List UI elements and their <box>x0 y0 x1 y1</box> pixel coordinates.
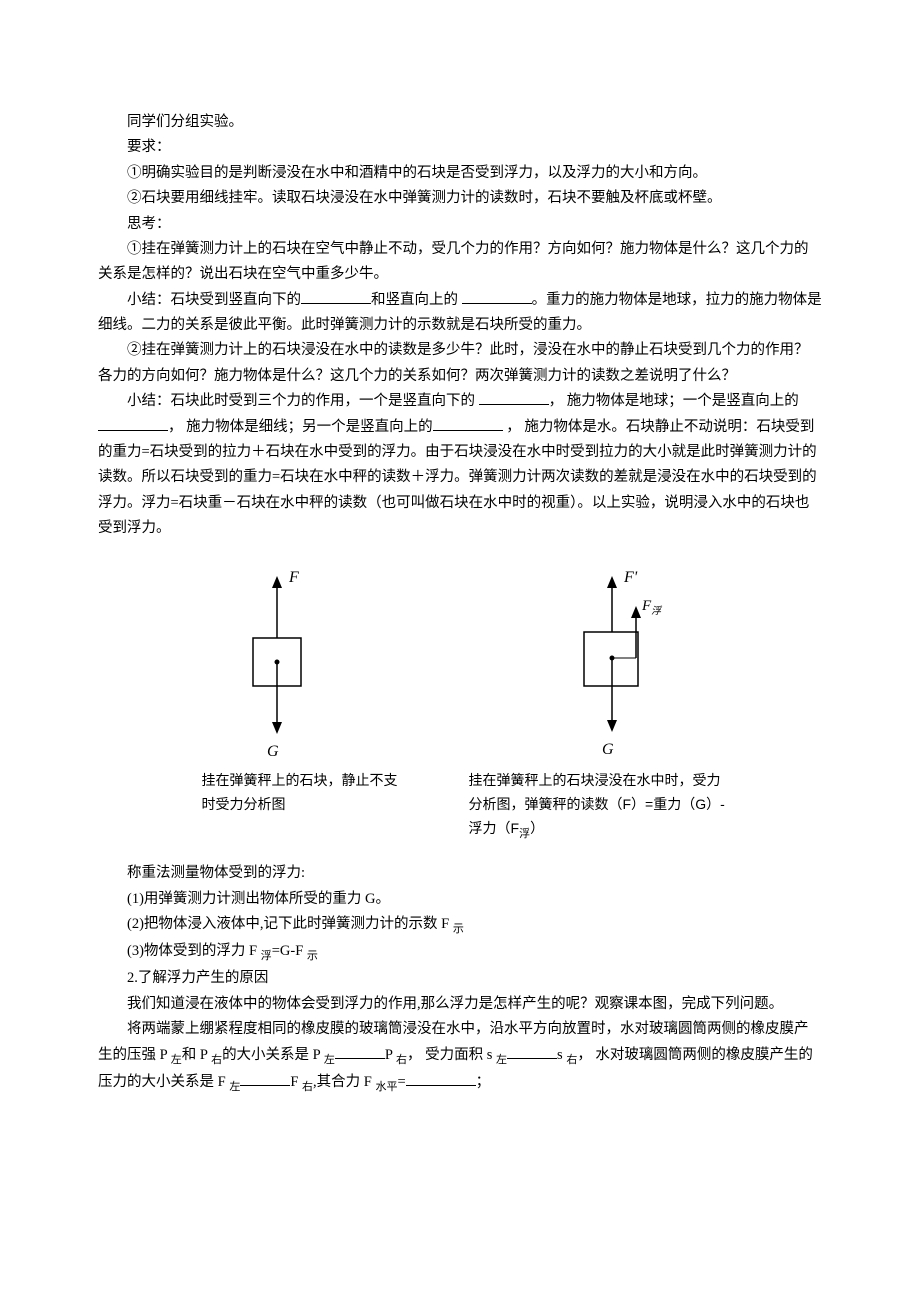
text: 和 P <box>182 1047 211 1063</box>
sub-right: 右 <box>396 1054 407 1066</box>
text: ， 施力物体是地球；一个是竖直向上的 <box>549 393 799 409</box>
text: (2)把物体浸入液体中,记下此时弹簧测力计的示数 F <box>127 916 453 932</box>
para-step-2: (2)把物体浸入液体中,记下此时弹簧测力计的示数 F 示 <box>98 912 822 939</box>
blank-3 <box>479 391 549 406</box>
force-diagram-air: F G <box>217 566 337 761</box>
text: (3)物体受到的浮力 F <box>127 943 261 959</box>
para-think-1: ①挂在弹簧测力计上的石块在空气中静止不动，受几个力的作用？方向如何？施力物体是什… <box>98 237 822 288</box>
para-step-3: (3)物体受到的浮力 F 浮=G-F 示 <box>98 939 822 966</box>
para-experiment-intro: 同学们分组实验。 <box>98 110 822 135</box>
sub-right: 右 <box>211 1054 222 1066</box>
text: 的大小关系是 P <box>222 1047 324 1063</box>
text: 小结：石块受到竖直向下的 <box>127 292 301 308</box>
sub-left: 左 <box>171 1054 182 1066</box>
caption-right: 挂在弹簧秤上的石块浸没在水中时，受力 分析图，弹簧秤的读数（F）=重力（G）- … <box>469 769 769 843</box>
para-req-1: ①明确实验目的是判断浸没在水中和酒精中的石块是否受到浮力，以及浮力的大小和方向。 <box>98 161 822 186</box>
text: ,其合力 F <box>313 1074 375 1090</box>
sub-right: 右 <box>302 1081 313 1093</box>
sub-left: 左 <box>496 1054 507 1066</box>
text: ， 施力物体是水。石块静止不动说明：石块受到的重力=石块受到的拉力＋石块在水中受… <box>98 419 817 537</box>
para-buoyancy-cause: 我们知道浸在液体中的物体会受到浮力的作用,那么浮力是怎样产生的呢？观察课本图，完… <box>98 992 822 1017</box>
blank-8 <box>240 1071 290 1086</box>
force-diagrams-row: F G 挂在弹簧秤上的石块，静止不支时受力分析图 F' F浮 G 挂 <box>98 566 822 843</box>
para-think-label: 思考： <box>98 212 822 237</box>
text: 和竖直向上的 <box>371 292 462 308</box>
blank-6 <box>335 1044 385 1059</box>
para-requirements-label: 要求： <box>98 135 822 160</box>
arrow-up-small-icon <box>631 606 641 618</box>
para-think-2: ②挂在弹簧测力计上的石块浸没在水中的读数是多少牛？此时，浸没在水中的静止石块受到… <box>98 338 822 389</box>
sub-horiz: 水平 <box>375 1081 397 1093</box>
subscript: 示 <box>453 923 464 935</box>
blank-9 <box>406 1071 476 1086</box>
force-diagram-water: F' F浮 G <box>544 566 694 761</box>
subscript: 浮 <box>261 950 272 962</box>
blank-4 <box>98 416 168 431</box>
arrow-down-icon <box>607 720 617 732</box>
text: ； <box>476 1074 491 1090</box>
sub-right: 右 <box>566 1054 577 1066</box>
para-section-2: 2.了解浮力产生的原因 <box>98 966 822 991</box>
text: = <box>397 1074 405 1090</box>
caption-line-1: 挂在弹簧秤上的石块浸没在水中时，受力 <box>469 772 721 788</box>
arrow-up-icon <box>272 576 282 588</box>
label-G: G <box>602 741 614 758</box>
blank-5 <box>433 416 503 431</box>
blank-2 <box>462 289 532 304</box>
caption-sub: 浮 <box>519 828 530 840</box>
label-G: G <box>267 743 279 760</box>
label-F-buoy: F浮 <box>641 598 663 617</box>
para-glass-tube: 将两端蒙上绷紧程度相同的橡皮膜的玻璃筒浸没在水中，沿水平方向放置时，水对玻璃圆筒… <box>98 1017 822 1097</box>
text: ， 受力面积 s <box>407 1047 496 1063</box>
para-weigh-method: 称重法测量物体受到的浮力: <box>98 861 822 886</box>
diagram-right: F' F浮 G 挂在弹簧秤上的石块浸没在水中时，受力 分析图，弹簧秤的读数（F）… <box>469 566 769 843</box>
caption-left: 挂在弹簧秤上的石块，静止不支时受力分析图 <box>202 769 402 817</box>
para-step-1: (1)用弹簧测力计测出物体所受的重力 G。 <box>98 887 822 912</box>
sub-left: 左 <box>229 1081 240 1093</box>
diagram-left: F G 挂在弹簧秤上的石块，静止不支时受力分析图 <box>152 566 402 843</box>
para-req-2: ②石块要用细线挂牢。读取石块浸没在水中弹簧测力计的读数时，石块不要触及杯底或杯壁… <box>98 186 822 211</box>
para-summary-2: 小结：石块此时受到三个力的作用，一个是竖直向下的 ， 施力物体是地球；一个是竖直… <box>98 389 822 541</box>
caption-line-3b: ） <box>530 820 544 836</box>
arrow-down-icon <box>272 722 282 734</box>
text: =G-F <box>272 943 307 959</box>
text: 小结：石块此时受到三个力的作用，一个是竖直向下的 <box>127 393 479 409</box>
blank-1 <box>301 289 371 304</box>
blank-7 <box>507 1044 557 1059</box>
label-F: F <box>288 569 299 586</box>
para-summary-1: 小结：石块受到竖直向下的和竖直向上的 。重力的施力物体是地球，拉力的施力物体是细… <box>98 288 822 339</box>
caption-line-2: 分析图，弹簧秤的读数（F）=重力（G）- <box>469 796 725 812</box>
text: s <box>557 1047 563 1063</box>
text: P <box>385 1047 396 1063</box>
caption-line-3a: 浮力（F <box>469 820 520 836</box>
sub-left: 左 <box>324 1054 335 1066</box>
subscript: 示 <box>307 950 318 962</box>
text: ， 施力物体是细线；另一个是竖直向上的 <box>168 419 433 435</box>
label-F-prime: F' <box>623 569 638 586</box>
arrow-up-icon <box>607 576 617 588</box>
text: F <box>290 1074 302 1090</box>
